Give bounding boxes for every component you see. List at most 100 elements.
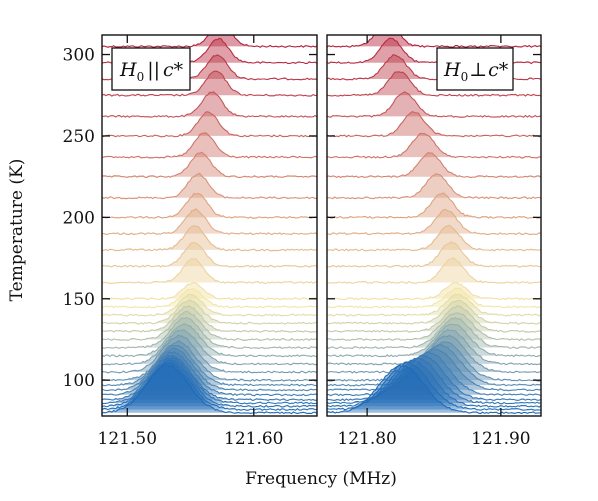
spectrum-fill: [327, 351, 541, 396]
spectrum-trace: [102, 334, 317, 374]
spectrum-trace: [327, 224, 541, 252]
spectrum-fill: [327, 362, 541, 411]
spectrum-trace: [327, 110, 541, 138]
spectrum-trace: [327, 281, 541, 301]
legend-left: H0 || c*: [111, 47, 191, 91]
spectrum-fill: [327, 360, 541, 408]
spectrum-trace: [327, 132, 541, 159]
spectrum-fill: [327, 54, 541, 80]
spectrum-trace: [327, 323, 541, 358]
spectrum-fill: [102, 311, 317, 341]
spectrum-fill: [102, 282, 317, 300]
spectrum-trace: [102, 316, 317, 350]
legend-right: H0⊥c*: [436, 47, 514, 91]
spectrum-trace: [327, 357, 541, 405]
spectrum-trace: [102, 208, 317, 236]
spectrum-fill: [102, 111, 317, 137]
spectrum-fill: [327, 35, 541, 48]
right-panel-spectra: [327, 35, 541, 415]
spectrum-trace: [327, 334, 541, 374]
spectrum-trace: [327, 208, 541, 236]
spectrum-trace: [327, 341, 541, 382]
spectrum-fill: [102, 152, 317, 178]
legend-left-label: H0 || c*: [119, 59, 184, 84]
spectrum-fill: [327, 300, 541, 325]
x-tick-label: 121.90: [471, 429, 530, 449]
spectrum-trace: [102, 299, 317, 325]
spectrum-trace: [102, 329, 317, 366]
spectrum-fill: [327, 38, 541, 64]
spectrum-fill: [327, 241, 541, 268]
spectrum-fill: [102, 288, 317, 308]
spectrum-trace: [102, 225, 317, 252]
spectrum-fill: [102, 54, 317, 80]
spectrum-fill: [327, 358, 541, 404]
spectrum-fill: [102, 35, 317, 48]
spectrum-trace: [102, 282, 317, 301]
spectrum-fill: [102, 132, 317, 158]
spectrum-fill: [102, 348, 317, 391]
y-tick-label: 200: [63, 208, 95, 228]
spectrum-fill: [102, 317, 317, 349]
spectrum-fill: [327, 305, 541, 333]
spectrum-trace: [102, 111, 317, 138]
spectrum-fill: [102, 365, 317, 414]
x-axis-title: Frequency (MHz): [245, 469, 397, 489]
left-panel-frame: [101, 34, 318, 417]
spectrum-trace: [327, 350, 541, 397]
spectrum-trace: [102, 344, 317, 387]
spectrum-fill: [102, 345, 317, 386]
y-tick-label: 100: [63, 371, 95, 391]
spectrum-trace: [102, 354, 317, 402]
spectrum-trace: [102, 132, 317, 159]
spectrum-trace: [102, 241, 317, 268]
spectrum-trace: [102, 305, 317, 333]
spectrum-fill: [102, 294, 317, 316]
spectrum-trace: [102, 357, 317, 405]
spectrum-fill: [327, 209, 541, 235]
spectrum-trace: [102, 151, 317, 179]
spectrum-fill: [102, 351, 317, 396]
spectrum-trace: [327, 35, 541, 48]
spectrum-fill: [102, 306, 317, 333]
spectrum-fill: [102, 355, 317, 401]
spectrum-fill: [102, 225, 317, 251]
x-tick-label: 121.80: [337, 429, 396, 449]
spectrum-trace: [327, 299, 541, 325]
spectrum-fill: [102, 208, 317, 235]
spectrum-trace: [327, 293, 541, 317]
spectrum-trace: [102, 350, 317, 397]
spectrum-fill: [102, 242, 317, 268]
spectrum-fill: [327, 152, 541, 178]
spectrum-fill: [102, 71, 317, 97]
spectrum-fill: [102, 91, 317, 118]
legend-left-box: [111, 47, 191, 91]
spectrum-fill: [327, 111, 541, 137]
spectrum-trace: [102, 192, 317, 219]
spectrum-fill: [327, 312, 541, 341]
spectrum-trace: [327, 151, 541, 179]
spectrum-trace: [327, 305, 541, 333]
spectrum-trace: [102, 70, 317, 97]
legend-right-label: H0⊥c*: [443, 59, 509, 84]
spectrum-trace: [102, 293, 317, 317]
y-tick-label: 150: [63, 290, 95, 310]
legend-right-box: [436, 47, 514, 91]
left-panel-spectra: [102, 35, 317, 415]
spectrum-trace: [327, 328, 541, 366]
spectrum-trace: [102, 323, 317, 358]
y-tick-label: 300: [63, 46, 95, 66]
spectrum-trace: [327, 344, 541, 387]
spectrum-trace: [327, 257, 541, 285]
spectrum-trace: [327, 364, 541, 415]
spectrum-trace: [102, 364, 317, 415]
spectrum-trace: [102, 257, 317, 284]
spectrum-fill: [327, 133, 541, 158]
spectrum-trace: [327, 241, 541, 268]
spectrum-fill: [327, 193, 541, 219]
spectrum-trace: [327, 91, 541, 118]
spectrum-trace: [327, 354, 541, 402]
spectrum-fill: [327, 225, 541, 251]
spectrum-trace: [327, 312, 541, 342]
